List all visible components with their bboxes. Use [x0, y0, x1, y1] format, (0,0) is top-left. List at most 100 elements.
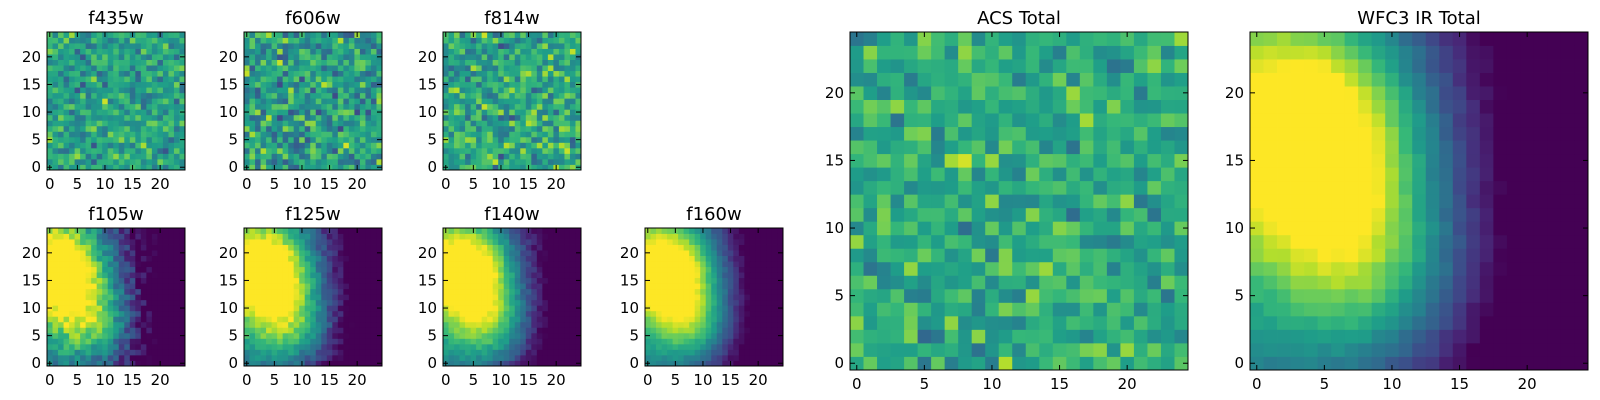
heatmap-cell [337, 164, 344, 171]
heatmap-cell [487, 332, 494, 339]
heatmap-cell [52, 332, 59, 339]
heatmap-cell [129, 59, 136, 66]
heatmap-cell [661, 272, 668, 279]
heatmap-cell [74, 244, 81, 251]
y-tick-label: 20 [219, 244, 238, 262]
heatmap-cell [525, 343, 532, 350]
heatmap-cell [1066, 356, 1081, 371]
y-tick-label: 20 [22, 244, 41, 262]
heatmap-cell [91, 272, 98, 279]
heatmap-cell [481, 92, 488, 99]
heatmap-cell [47, 43, 53, 49]
heatmap-cell [564, 338, 571, 345]
heatmap-cell [332, 164, 339, 171]
heatmap-cell [168, 98, 175, 105]
heatmap-cell [332, 228, 339, 234]
y-tick-label: 0 [629, 354, 639, 372]
heatmap-cell [536, 266, 543, 273]
heatmap-cell [971, 194, 986, 209]
heatmap-cell [890, 342, 905, 357]
heatmap-cell [140, 65, 147, 72]
heatmap-cell [135, 136, 142, 143]
heatmap-cell [459, 310, 466, 317]
heatmap-cell [1093, 221, 1108, 236]
heatmap-cell [553, 233, 560, 240]
heatmap-cell [332, 92, 339, 99]
heatmap-cell [777, 349, 784, 356]
heatmap-cell [173, 92, 180, 99]
heatmap-cell [249, 120, 256, 127]
heatmap-cell [310, 327, 317, 334]
heatmap-cell [547, 131, 554, 138]
heatmap-cell [359, 158, 366, 165]
heatmap-cell [52, 343, 59, 350]
heatmap-cell [722, 316, 729, 323]
heatmap-cell [877, 153, 891, 168]
heatmap-cell [146, 294, 153, 301]
heatmap-cell [91, 250, 98, 256]
heatmap-cell [304, 32, 311, 38]
heatmap-cell [514, 109, 521, 116]
heatmap-cell [547, 158, 554, 165]
heatmap-cell [722, 343, 729, 350]
heatmap-cell [118, 81, 125, 88]
heatmap-cell [443, 354, 449, 361]
heatmap-cell [733, 255, 740, 262]
heatmap-cell [102, 70, 109, 77]
heatmap-cell [716, 277, 723, 284]
heatmap-cell [1147, 288, 1162, 303]
heatmap-cell [348, 239, 355, 245]
heatmap-cell [531, 131, 538, 138]
heatmap-cell [470, 147, 477, 154]
heatmap-cell [503, 70, 510, 77]
heatmap-cell [575, 114, 582, 121]
heatmap-cell [459, 332, 466, 339]
heatmap-cell [271, 310, 278, 317]
heatmap-cell [332, 277, 339, 284]
heatmap-cell [326, 310, 333, 317]
heatmap-cell [917, 153, 932, 168]
heatmap-cell [58, 54, 64, 60]
heatmap-cell [365, 321, 372, 328]
heatmap-cell [656, 283, 662, 290]
heatmap-cell [727, 321, 734, 328]
heatmap-cell [168, 310, 175, 317]
heatmap-cell [547, 255, 554, 262]
heatmap-cell [650, 255, 657, 262]
heatmap-cell [244, 48, 250, 55]
heatmap-cell [282, 327, 289, 334]
heatmap-cell [74, 261, 81, 268]
heatmap-cell [244, 294, 250, 301]
heatmap-cell [271, 142, 278, 149]
heatmap-cell [151, 98, 158, 105]
heatmap-cell [443, 321, 449, 328]
heatmap-cell [536, 48, 543, 55]
heatmap-cell [96, 43, 103, 49]
heatmap-cell [249, 70, 256, 77]
heatmap-cell [678, 343, 685, 350]
heatmap-cell [337, 360, 344, 367]
heatmap-cell [343, 136, 350, 143]
heatmap-cell [299, 54, 306, 60]
heatmap-cell [107, 299, 114, 306]
heatmap-cell [705, 321, 712, 328]
heatmap-cell [689, 272, 696, 279]
heatmap-cell [448, 343, 455, 350]
heatmap-cell [661, 332, 668, 339]
heatmap-cell [74, 250, 81, 256]
heatmap-cell [365, 37, 372, 44]
heatmap-cell [514, 283, 521, 290]
heatmap-cell [315, 360, 322, 367]
heatmap-cell [124, 131, 131, 138]
heatmap-cell [487, 343, 494, 350]
heatmap-cell [487, 327, 494, 334]
heatmap-cell [678, 266, 685, 273]
heatmap-cell [722, 305, 729, 312]
heatmap-cell [1025, 234, 1040, 249]
heatmap-cell [376, 321, 383, 328]
heatmap-cell [760, 338, 767, 345]
heatmap-cell [525, 250, 532, 256]
heatmap-cell [481, 54, 488, 60]
heatmap-cell [58, 360, 64, 367]
heatmap-cell [102, 81, 109, 88]
